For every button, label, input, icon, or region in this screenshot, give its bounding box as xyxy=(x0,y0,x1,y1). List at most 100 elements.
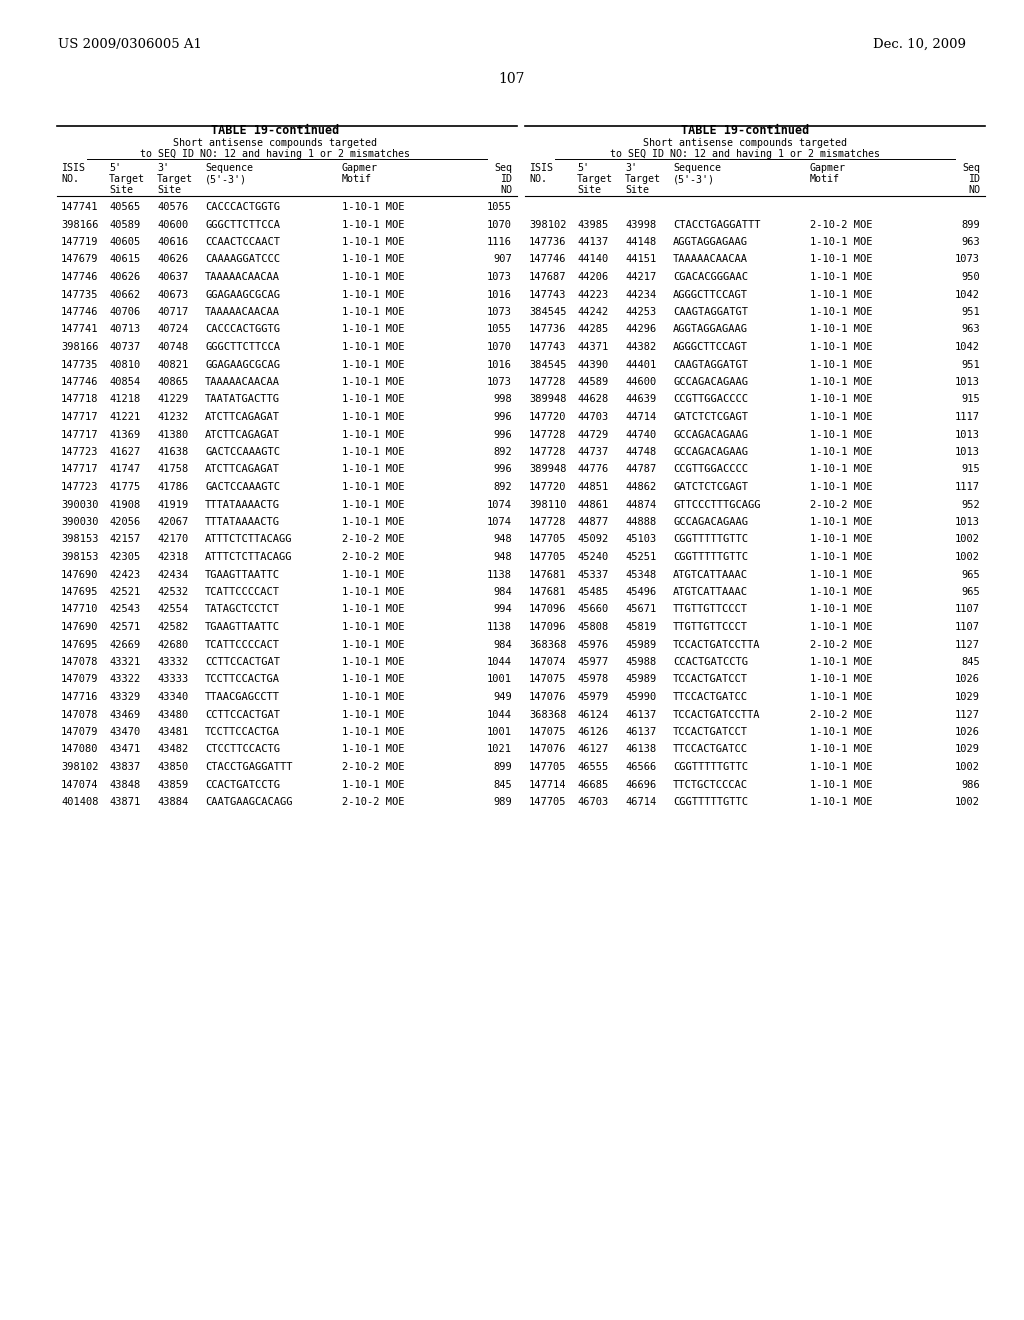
Text: Site: Site xyxy=(577,185,601,195)
Text: 996: 996 xyxy=(494,429,512,440)
Text: TABLE 19-continued: TABLE 19-continued xyxy=(211,124,339,137)
Text: AGGTAGGAGAAG: AGGTAGGAGAAG xyxy=(673,325,748,334)
Text: (5'-3'): (5'-3') xyxy=(673,174,715,183)
Text: 43322: 43322 xyxy=(109,675,140,685)
Text: 44589: 44589 xyxy=(577,378,608,387)
Text: 147736: 147736 xyxy=(529,325,566,334)
Text: 44137: 44137 xyxy=(577,238,608,247)
Text: 45979: 45979 xyxy=(577,692,608,702)
Text: Target: Target xyxy=(577,174,613,183)
Text: 42157: 42157 xyxy=(109,535,140,544)
Text: 1-10-1 MOE: 1-10-1 MOE xyxy=(810,744,872,755)
Text: 892: 892 xyxy=(494,482,512,492)
Text: 45251: 45251 xyxy=(625,552,656,562)
Text: 147746: 147746 xyxy=(61,272,98,282)
Text: 1-10-1 MOE: 1-10-1 MOE xyxy=(342,342,404,352)
Text: 40600: 40600 xyxy=(157,219,188,230)
Text: US 2009/0306005 A1: US 2009/0306005 A1 xyxy=(58,38,202,51)
Text: 45988: 45988 xyxy=(625,657,656,667)
Text: 1117: 1117 xyxy=(955,412,980,422)
Text: 43859: 43859 xyxy=(157,780,188,789)
Text: Gapmer: Gapmer xyxy=(342,162,378,173)
Text: TAATATGACTTG: TAATATGACTTG xyxy=(205,395,280,404)
Text: 1016: 1016 xyxy=(487,289,512,300)
Text: TGAAGTTAATTC: TGAAGTTAATTC xyxy=(205,569,280,579)
Text: 1013: 1013 xyxy=(955,429,980,440)
Text: 44253: 44253 xyxy=(625,308,656,317)
Text: 43333: 43333 xyxy=(157,675,188,685)
Text: 41218: 41218 xyxy=(109,395,140,404)
Text: to SEQ ID NO: 12 and having 1 or 2 mismatches: to SEQ ID NO: 12 and having 1 or 2 misma… xyxy=(610,149,880,158)
Text: 2-10-2 MOE: 2-10-2 MOE xyxy=(810,219,872,230)
Text: 40615: 40615 xyxy=(109,255,140,264)
Text: Sequence: Sequence xyxy=(205,162,253,173)
Text: TAAAAACAACAA: TAAAAACAACAA xyxy=(205,308,280,317)
Text: GGAGAAGCGCAG: GGAGAAGCGCAG xyxy=(205,289,280,300)
Text: 1026: 1026 xyxy=(955,675,980,685)
Text: 107: 107 xyxy=(499,73,525,86)
Text: Motif: Motif xyxy=(342,174,372,183)
Text: 40626: 40626 xyxy=(109,272,140,282)
Text: 147717: 147717 xyxy=(61,412,98,422)
Text: 46703: 46703 xyxy=(577,797,608,807)
Text: 3': 3' xyxy=(157,162,169,173)
Text: 1074: 1074 xyxy=(487,517,512,527)
Text: 948: 948 xyxy=(494,552,512,562)
Text: 40637: 40637 xyxy=(157,272,188,282)
Text: 1-10-1 MOE: 1-10-1 MOE xyxy=(342,238,404,247)
Text: 1-10-1 MOE: 1-10-1 MOE xyxy=(342,587,404,597)
Text: 44242: 44242 xyxy=(577,308,608,317)
Text: 1117: 1117 xyxy=(955,482,980,492)
Text: 45496: 45496 xyxy=(625,587,656,597)
Text: 1073: 1073 xyxy=(487,308,512,317)
Text: ISIS: ISIS xyxy=(61,162,85,173)
Text: 41229: 41229 xyxy=(157,395,188,404)
Text: 43340: 43340 xyxy=(157,692,188,702)
Text: 41908: 41908 xyxy=(109,499,140,510)
Text: 40662: 40662 xyxy=(109,289,140,300)
Text: 951: 951 xyxy=(962,308,980,317)
Text: 147075: 147075 xyxy=(529,675,566,685)
Text: 46555: 46555 xyxy=(577,762,608,772)
Text: 1-10-1 MOE: 1-10-1 MOE xyxy=(342,744,404,755)
Text: 147705: 147705 xyxy=(529,535,566,544)
Text: 1013: 1013 xyxy=(955,378,980,387)
Text: 1042: 1042 xyxy=(955,289,980,300)
Text: 44703: 44703 xyxy=(577,412,608,422)
Text: 44729: 44729 xyxy=(577,429,608,440)
Text: 1-10-1 MOE: 1-10-1 MOE xyxy=(342,378,404,387)
Text: CGACACGGGAAC: CGACACGGGAAC xyxy=(673,272,748,282)
Text: 44877: 44877 xyxy=(577,517,608,527)
Text: 147687: 147687 xyxy=(529,272,566,282)
Text: 44787: 44787 xyxy=(625,465,656,474)
Text: 1044: 1044 xyxy=(487,710,512,719)
Text: NO: NO xyxy=(500,185,512,195)
Text: 368368: 368368 xyxy=(529,710,566,719)
Text: 147074: 147074 xyxy=(61,780,98,789)
Text: 44861: 44861 xyxy=(577,499,608,510)
Text: 1-10-1 MOE: 1-10-1 MOE xyxy=(342,412,404,422)
Text: 1002: 1002 xyxy=(955,797,980,807)
Text: 2-10-2 MOE: 2-10-2 MOE xyxy=(810,710,872,719)
Text: 1-10-1 MOE: 1-10-1 MOE xyxy=(810,692,872,702)
Text: 44151: 44151 xyxy=(625,255,656,264)
Text: Short antisense compounds targeted: Short antisense compounds targeted xyxy=(643,139,847,148)
Text: 996: 996 xyxy=(494,465,512,474)
Text: TTTATAAAACTG: TTTATAAAACTG xyxy=(205,499,280,510)
Text: 147076: 147076 xyxy=(529,744,566,755)
Text: 998: 998 xyxy=(494,395,512,404)
Text: 398166: 398166 xyxy=(61,342,98,352)
Text: 949: 949 xyxy=(494,692,512,702)
Text: 1-10-1 MOE: 1-10-1 MOE xyxy=(342,605,404,615)
Text: 1055: 1055 xyxy=(487,325,512,334)
Text: 46685: 46685 xyxy=(577,780,608,789)
Text: 1-10-1 MOE: 1-10-1 MOE xyxy=(342,639,404,649)
Text: 147720: 147720 xyxy=(529,482,566,492)
Text: 43848: 43848 xyxy=(109,780,140,789)
Text: CAAGTAGGATGT: CAAGTAGGATGT xyxy=(673,308,748,317)
Text: 1-10-1 MOE: 1-10-1 MOE xyxy=(810,797,872,807)
Text: 1-10-1 MOE: 1-10-1 MOE xyxy=(810,429,872,440)
Text: 2-10-2 MOE: 2-10-2 MOE xyxy=(342,535,404,544)
Text: 390030: 390030 xyxy=(61,517,98,527)
Text: 951: 951 xyxy=(962,359,980,370)
